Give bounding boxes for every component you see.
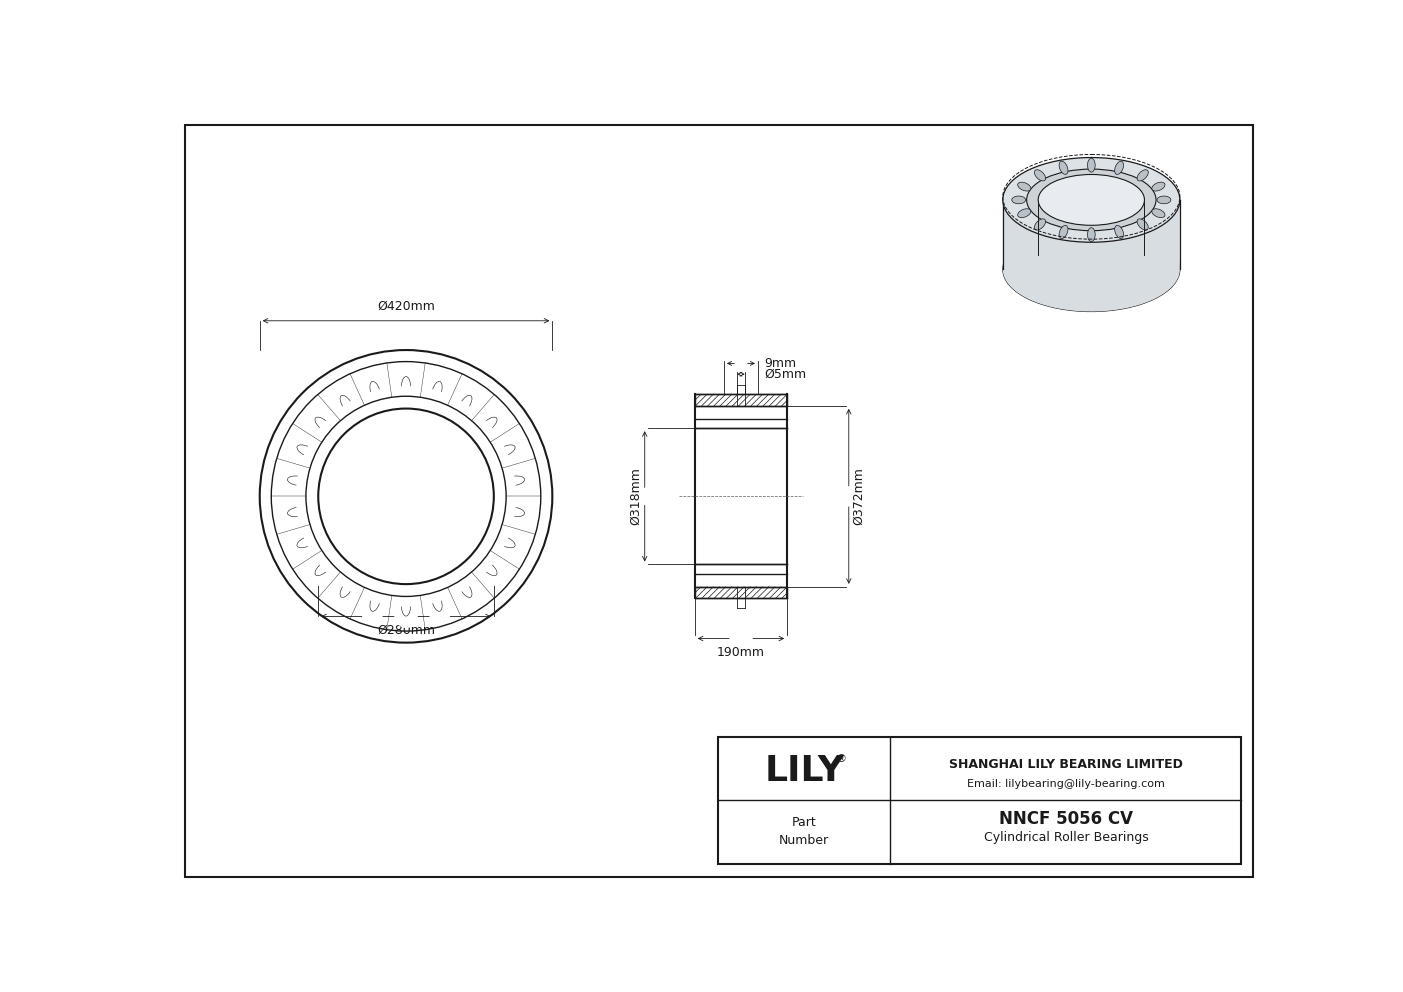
Ellipse shape <box>1059 162 1068 175</box>
Ellipse shape <box>394 600 418 628</box>
Ellipse shape <box>1087 228 1096 241</box>
Ellipse shape <box>361 595 384 623</box>
Text: Cylindrical Roller Bearings: Cylindrical Roller Bearings <box>984 831 1148 844</box>
Ellipse shape <box>1003 158 1180 242</box>
Ellipse shape <box>428 595 450 623</box>
Ellipse shape <box>1152 183 1164 191</box>
Text: Ø318mm: Ø318mm <box>629 467 641 526</box>
Ellipse shape <box>508 468 536 491</box>
Ellipse shape <box>1152 208 1164 217</box>
Ellipse shape <box>481 560 508 586</box>
Ellipse shape <box>1017 208 1031 217</box>
Ellipse shape <box>1136 219 1148 230</box>
Ellipse shape <box>457 384 481 411</box>
Text: 9mm: 9mm <box>765 357 797 370</box>
Text: Ø420mm: Ø420mm <box>377 300 435 313</box>
Text: LILY: LILY <box>765 754 845 788</box>
Ellipse shape <box>276 468 303 491</box>
Ellipse shape <box>1034 219 1045 230</box>
Ellipse shape <box>499 533 526 558</box>
Ellipse shape <box>1003 227 1180 311</box>
Ellipse shape <box>1136 170 1148 181</box>
Polygon shape <box>1003 200 1180 311</box>
Text: SHANGHAI LILY BEARING LIMITED: SHANGHAI LILY BEARING LIMITED <box>948 758 1183 771</box>
Bar <box>694 394 787 598</box>
Bar <box>694 394 787 406</box>
Text: Part
Number: Part Number <box>779 816 829 847</box>
Ellipse shape <box>481 407 508 433</box>
Text: NNCF 5056 CV: NNCF 5056 CV <box>999 809 1134 827</box>
Ellipse shape <box>508 501 536 525</box>
Text: Ø372mm: Ø372mm <box>852 467 864 526</box>
Bar <box>694 587 787 598</box>
Ellipse shape <box>1012 196 1026 203</box>
Ellipse shape <box>1034 170 1045 181</box>
Ellipse shape <box>499 435 526 459</box>
Ellipse shape <box>1038 175 1145 225</box>
Ellipse shape <box>276 501 303 525</box>
Text: Ø5mm: Ø5mm <box>765 368 807 381</box>
Text: 190mm: 190mm <box>717 646 765 660</box>
Ellipse shape <box>330 384 355 411</box>
Text: Ø280mm: Ø280mm <box>377 624 435 637</box>
Bar <box>718 737 1242 864</box>
Ellipse shape <box>330 582 355 608</box>
Circle shape <box>260 350 553 643</box>
Ellipse shape <box>1087 159 1096 172</box>
Ellipse shape <box>1027 169 1156 231</box>
Ellipse shape <box>1017 183 1031 191</box>
Text: Email: lilybearing@lily-bearing.com: Email: lilybearing@lily-bearing.com <box>967 779 1164 789</box>
Ellipse shape <box>1114 162 1124 175</box>
Ellipse shape <box>361 370 384 398</box>
Ellipse shape <box>304 560 330 586</box>
Ellipse shape <box>428 370 450 398</box>
Ellipse shape <box>304 407 330 433</box>
Ellipse shape <box>286 435 313 459</box>
Ellipse shape <box>457 582 481 608</box>
Ellipse shape <box>394 365 418 393</box>
Text: ®: ® <box>836 755 846 765</box>
Bar <box>694 429 787 564</box>
Ellipse shape <box>1157 196 1172 203</box>
Ellipse shape <box>1059 225 1068 238</box>
Ellipse shape <box>1114 225 1124 238</box>
Ellipse shape <box>286 533 313 558</box>
Bar <box>718 737 1242 864</box>
